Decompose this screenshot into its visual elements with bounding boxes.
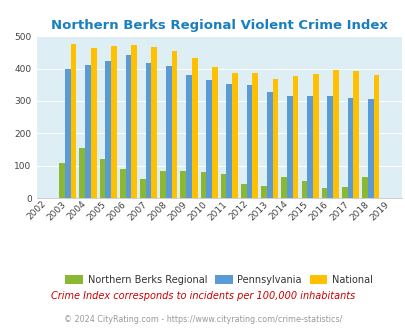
Bar — [281, 177, 286, 198]
Bar — [185, 75, 191, 198]
Bar — [171, 51, 177, 198]
Bar — [145, 63, 151, 198]
Bar — [59, 163, 65, 198]
Bar — [307, 96, 312, 198]
Text: Crime Index corresponds to incidents per 100,000 inhabitants: Crime Index corresponds to incidents per… — [51, 291, 354, 301]
Bar — [99, 159, 105, 198]
Bar — [111, 46, 117, 198]
Bar — [65, 69, 70, 198]
Legend: Northern Berks Regional, Pennsylvania, National: Northern Berks Regional, Pennsylvania, N… — [62, 271, 376, 288]
Bar — [140, 179, 145, 198]
Bar — [200, 172, 206, 198]
Bar — [79, 148, 85, 198]
Bar — [131, 45, 136, 198]
Bar — [151, 47, 157, 198]
Bar — [266, 92, 272, 198]
Bar — [206, 80, 211, 198]
Bar — [91, 48, 96, 198]
Bar — [226, 84, 232, 198]
Bar — [286, 96, 292, 198]
Bar — [272, 79, 277, 198]
Bar — [160, 171, 166, 198]
Bar — [373, 75, 378, 198]
Bar — [232, 73, 237, 198]
Bar — [347, 98, 352, 198]
Bar — [119, 169, 125, 198]
Bar — [180, 171, 185, 198]
Bar — [191, 58, 197, 198]
Bar — [125, 55, 131, 198]
Bar — [166, 66, 171, 198]
Bar — [85, 65, 91, 198]
Bar — [341, 187, 347, 198]
Text: © 2024 CityRating.com - https://www.cityrating.com/crime-statistics/: © 2024 CityRating.com - https://www.city… — [64, 315, 341, 324]
Bar — [292, 77, 298, 198]
Bar — [260, 186, 266, 198]
Bar — [352, 71, 358, 198]
Bar — [326, 96, 333, 198]
Bar — [321, 188, 326, 198]
Bar — [211, 67, 217, 198]
Bar — [70, 44, 76, 198]
Bar — [240, 184, 246, 198]
Bar — [361, 177, 367, 198]
Bar — [105, 61, 111, 198]
Bar — [367, 99, 373, 198]
Bar — [333, 70, 338, 198]
Title: Northern Berks Regional Violent Crime Index: Northern Berks Regional Violent Crime In… — [51, 19, 387, 32]
Bar — [220, 174, 226, 198]
Bar — [312, 74, 318, 198]
Bar — [252, 73, 258, 198]
Bar — [246, 85, 252, 198]
Bar — [301, 181, 307, 198]
